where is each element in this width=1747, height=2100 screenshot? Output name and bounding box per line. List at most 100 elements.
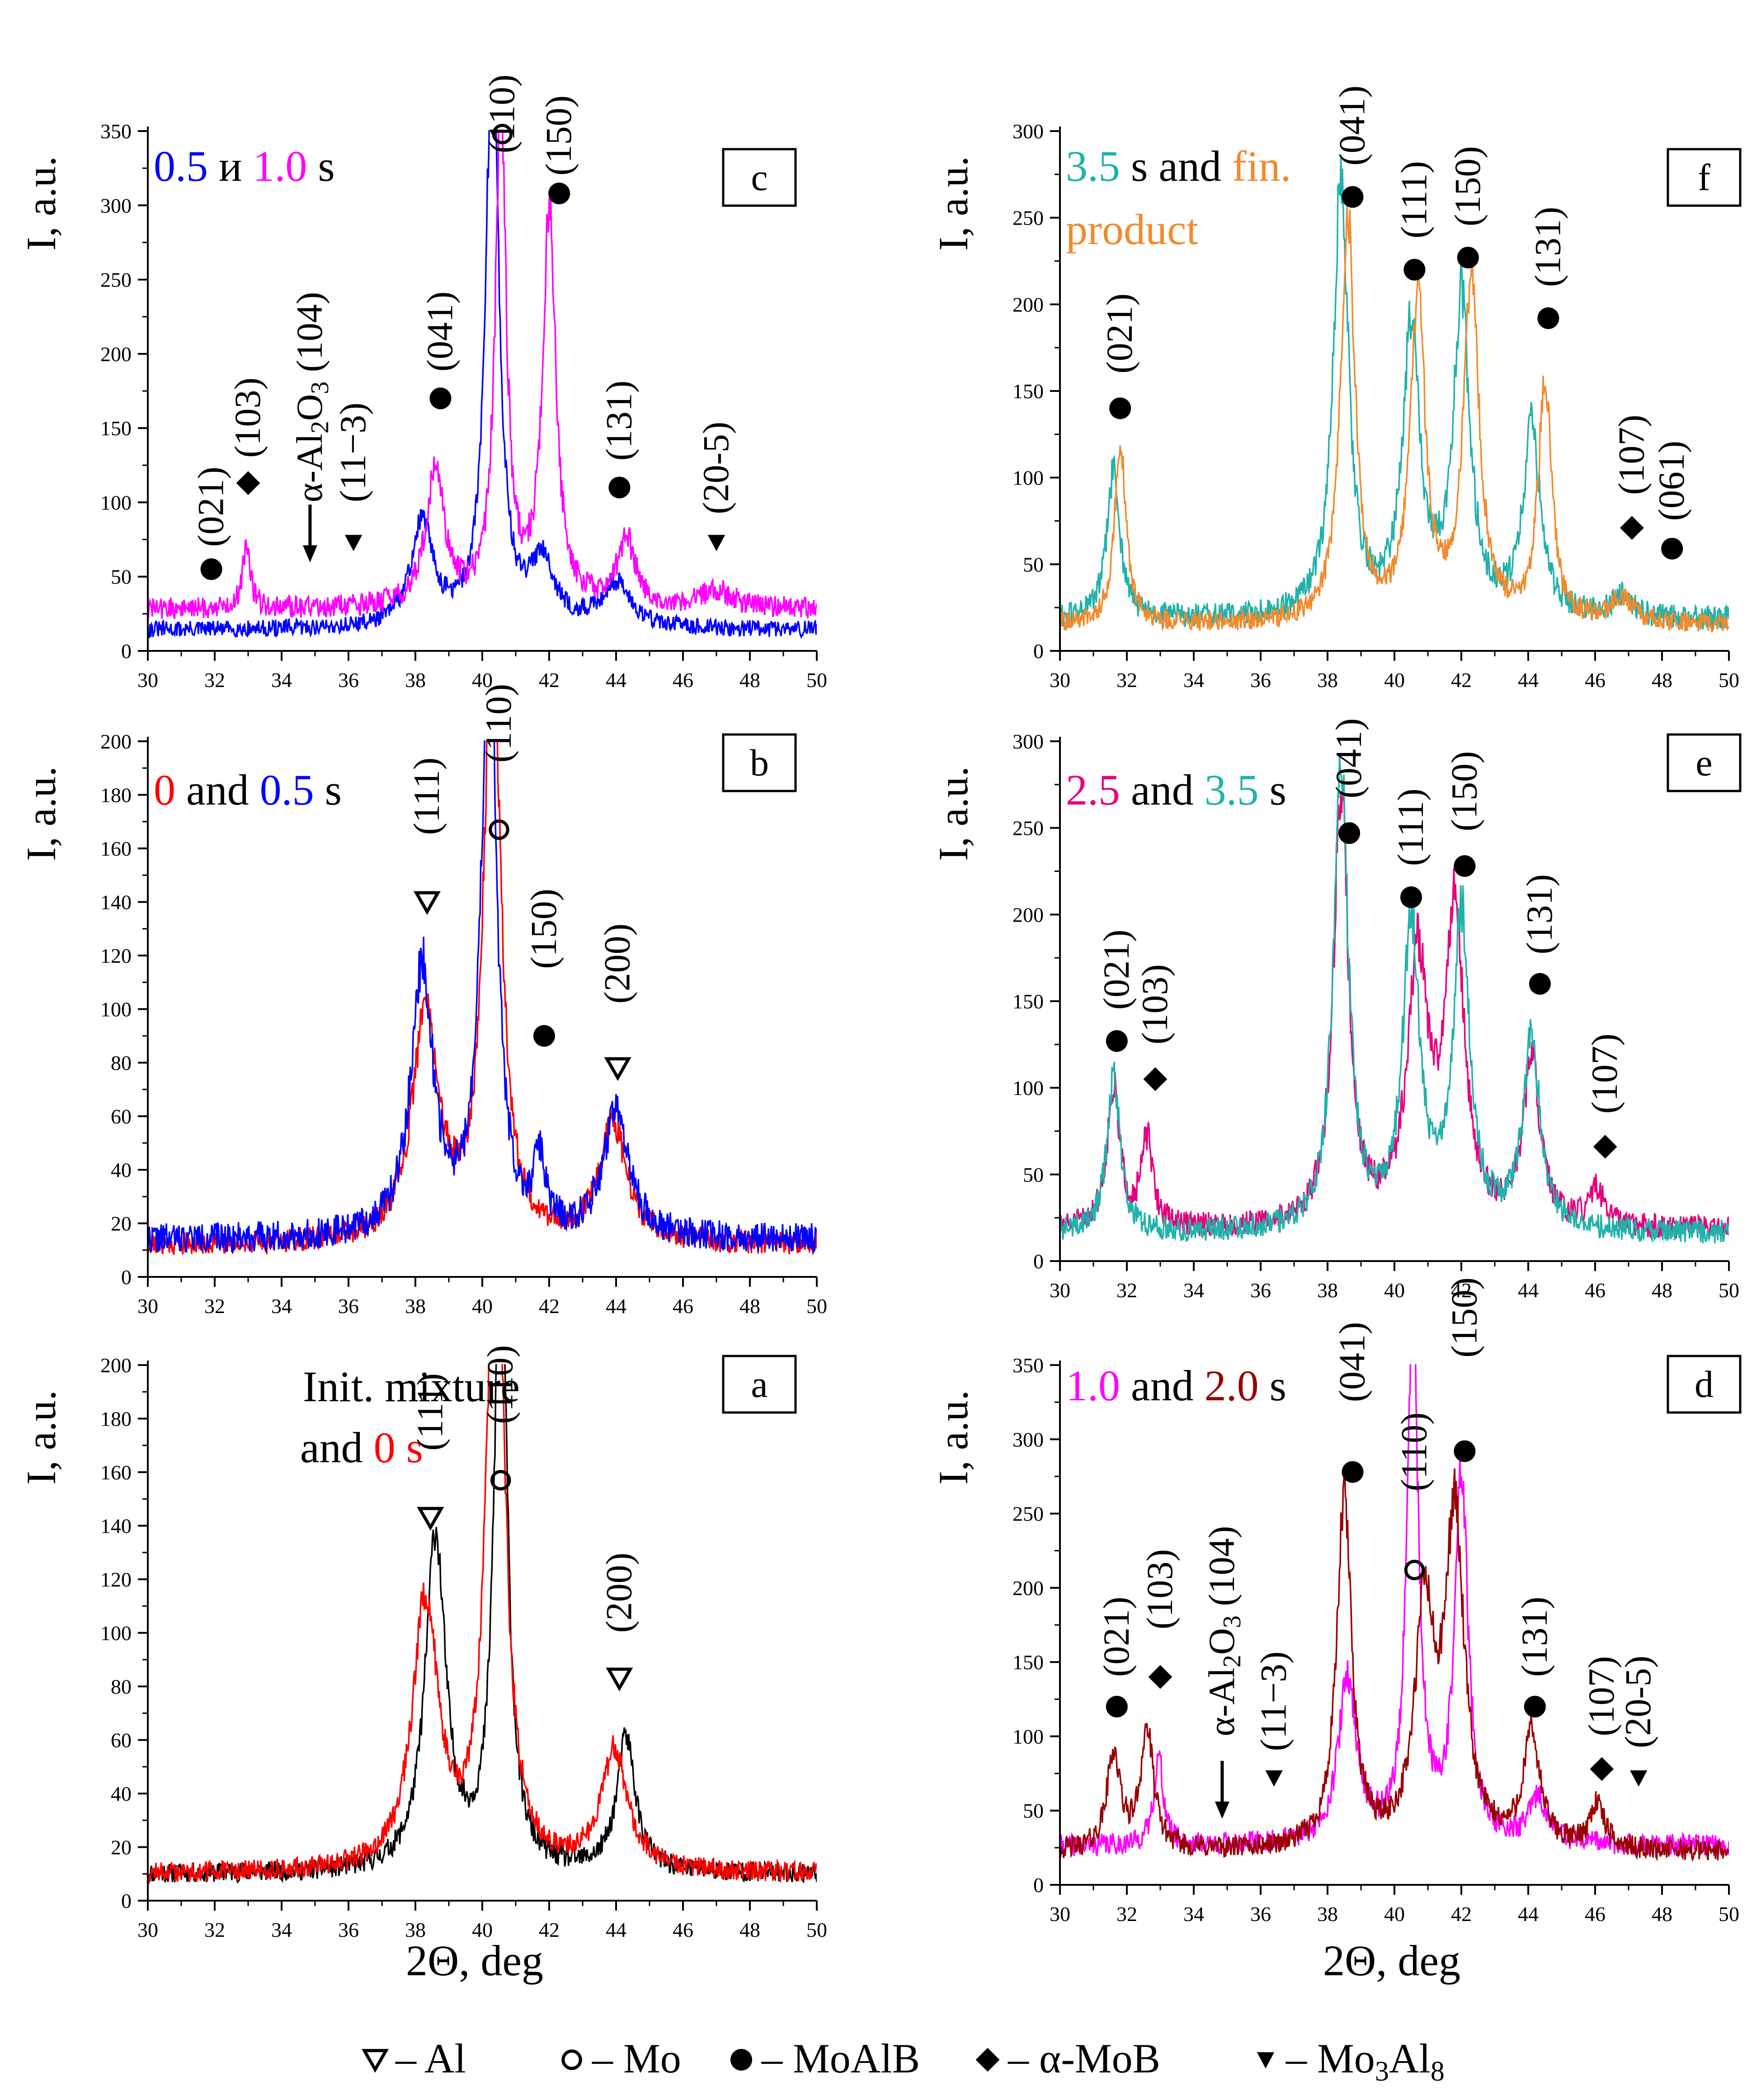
x-tick-label: 46 [1585, 1902, 1606, 1926]
filled-circle-marker [429, 387, 452, 410]
peak-label: (107) [1584, 1034, 1625, 1114]
x-tick-label: 34 [271, 669, 292, 692]
x-axis-label-right: 2Θ, deg [1323, 1936, 1460, 1985]
peak-label: (150) [538, 95, 579, 176]
y-tick-label: 0 [121, 640, 132, 663]
peak-label: (041) [1332, 85, 1373, 166]
x-tick-label: 46 [673, 1295, 693, 1318]
y-axis-label: I, a.u. [930, 156, 976, 250]
y-axis-label: I, a.u. [18, 1390, 64, 1484]
x-tick-label: 34 [1183, 1902, 1204, 1926]
arrow-down-marker [302, 504, 317, 563]
filled-circle-marker [1342, 186, 1364, 208]
x-tick-label: 44 [606, 1918, 626, 1941]
peak-label: (041) [419, 292, 461, 372]
peak-label: (021) [1099, 293, 1140, 374]
filled-circle-marker [608, 476, 631, 499]
peak-label: (107) [1610, 414, 1652, 495]
legend-label: – α-MoB [1008, 2035, 1160, 2081]
filled-circle-legend-icon [730, 2049, 752, 2071]
x-tick-label: 38 [1317, 669, 1338, 692]
filled-diamond-legend-icon [975, 2048, 1000, 2072]
y-tick-label: 50 [111, 565, 132, 589]
x-tick-label: 32 [204, 1295, 225, 1318]
filled-diamond-marker [1143, 1067, 1168, 1091]
legend-label: – Mo3Al8 [1286, 2035, 1445, 2087]
panel-e: 30 32 34 36 38 40 42 44 46 48 50 0 50 100 150 200 250 300… [930, 718, 1742, 1302]
peak-label: (110) [1393, 1413, 1434, 1492]
x-tick-label: 30 [137, 1295, 158, 1318]
peak-label: (150) [523, 889, 564, 969]
peak-label: (041) [1328, 718, 1369, 799]
x-tick-label: 48 [1652, 1902, 1672, 1926]
filled-triangle-down-legend-icon [1257, 2052, 1275, 2069]
peak-label: (021) [190, 466, 231, 547]
y-tick-label: 60 [111, 1729, 132, 1752]
x-tick-label: 38 [405, 1295, 426, 1318]
y-tick-label: 150 [1012, 380, 1044, 403]
filled-circle-marker [1106, 1030, 1128, 1052]
panel-caption: 1.0 and 2.0 s [1066, 1361, 1286, 1410]
filled-circle-marker [533, 1025, 555, 1047]
panel-letter: c [751, 157, 768, 199]
filled-circle-marker [548, 183, 570, 204]
x-tick-label: 32 [204, 1918, 225, 1941]
y-tick-label: 250 [1012, 817, 1044, 840]
y-tick-label: 0 [121, 1266, 132, 1289]
y-tick-label: 140 [100, 891, 132, 914]
x-tick-label: 50 [1719, 1902, 1739, 1926]
x-tick-label: 44 [1518, 1279, 1539, 1302]
x-tick-label: 36 [338, 669, 359, 692]
peak-label: (110) [478, 684, 519, 763]
filled-circle-marker [1524, 1695, 1546, 1718]
filled-circle-marker [1457, 246, 1479, 268]
filled-triangle-down-marker [1630, 1770, 1648, 1787]
y-tick-label: 100 [100, 1622, 132, 1645]
x-tick-label: 48 [739, 1295, 760, 1318]
panel-f: 30 32 34 36 38 40 42 44 46 48 50 0 50 100 150 200 250 300… [930, 85, 1742, 692]
y-tick-label: 150 [100, 417, 132, 440]
filled-circle-marker [1661, 537, 1683, 560]
filled-triangle-down-marker [707, 535, 725, 551]
y-tick-label: 100 [100, 491, 132, 514]
panel-caption: 0.5 и 1.0 s [154, 142, 335, 190]
y-tick-label: 120 [100, 944, 132, 967]
y-tick-label: 250 [1012, 207, 1044, 230]
x-tick-label: 50 [806, 669, 827, 692]
panel-letter: d [1695, 1364, 1714, 1406]
x-tick-label: 34 [271, 1295, 292, 1318]
x-tick-label: 44 [606, 1295, 626, 1318]
x-tick-label: 38 [1317, 1902, 1338, 1926]
y-axis-label: I, a.u. [18, 156, 64, 250]
filled-circle-marker [1109, 397, 1131, 419]
peak-label: (110) [480, 1345, 521, 1424]
filled-circle-marker [1403, 259, 1426, 281]
panel-letter-box [1667, 1355, 1742, 1414]
open-triangle-down-marker [604, 1057, 631, 1081]
y-tick-label: 0 [1033, 1250, 1044, 1273]
series-a-1 [148, 1364, 817, 1885]
filled-circle-marker [1529, 973, 1551, 995]
x-tick-label: 40 [1384, 669, 1405, 692]
y-tick-label: 250 [1012, 1502, 1044, 1526]
series-e-1 [1060, 756, 1729, 1243]
peak-label: (11−3) [1253, 1651, 1294, 1751]
x-tick-label: 32 [1116, 669, 1137, 692]
filled-circle-marker [1338, 822, 1361, 844]
y-tick-label: 50 [1023, 1799, 1044, 1822]
peak-label: (111) [406, 758, 447, 835]
y-tick-label: 200 [100, 730, 132, 753]
y-tick-label: 160 [100, 1461, 132, 1484]
open-circle-legend-icon [561, 2049, 582, 2070]
x-tick-label: 30 [1050, 1279, 1070, 1302]
y-tick-label: 20 [111, 1836, 132, 1859]
peak-label: (103) [1134, 964, 1175, 1045]
y-tick-label: 300 [1012, 1428, 1044, 1451]
peak-label: (200) [597, 923, 638, 1004]
y-tick-label: 40 [111, 1158, 132, 1182]
y-tick-label: 180 [100, 784, 132, 807]
x-tick-label: 30 [1050, 669, 1070, 692]
panel-d: 30 32 34 36 38 40 42 44 46 48 50 0 50 100 150 200 250 300… [930, 1277, 1742, 1926]
filled-circle-marker [1400, 886, 1422, 908]
panel-letter-box [1667, 148, 1742, 207]
